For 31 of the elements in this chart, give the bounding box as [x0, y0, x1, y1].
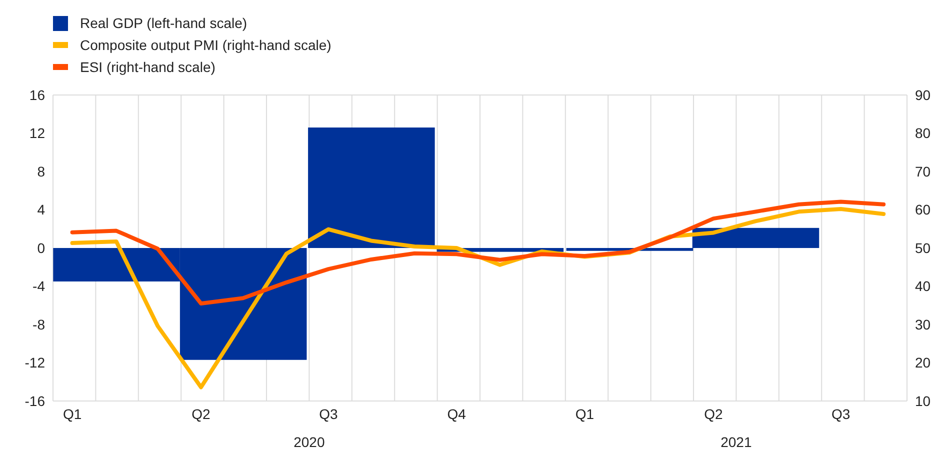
y2-tick-label: 70 — [915, 163, 931, 180]
y2-tick-label: 40 — [915, 278, 931, 294]
x-tick-label: Q2 — [192, 406, 211, 422]
legend-label: Real GDP (left-hand scale) — [80, 15, 248, 31]
y2-tick-label: 80 — [915, 125, 931, 142]
y-tick-label: 12 — [29, 125, 46, 142]
x-tick-label: Q4 — [447, 406, 466, 422]
y-tick-label: 16 — [29, 86, 46, 103]
y-tick-label: -12 — [24, 354, 46, 371]
text: 2020 — [294, 434, 325, 450]
y2-tick-label: 10 — [915, 392, 931, 409]
x-tick-label: Q2 — [704, 406, 723, 422]
y-tick-label: -8 — [32, 316, 46, 332]
y2-tick-label: 30 — [915, 316, 931, 332]
x-tick-label: Q3 — [319, 406, 338, 422]
y2-tick-label: 60 — [915, 202, 931, 218]
y2-tick-label: 90 — [915, 86, 931, 103]
legend-label: ESI (right-hand scale) — [80, 59, 216, 75]
x-tick-label: Q3 — [832, 406, 850, 422]
y-tick-label: 4 — [37, 202, 46, 218]
legend-label: Composite output PMI (right-hand scale) — [80, 37, 332, 53]
bar — [308, 128, 435, 248]
x-tick-label: Q1 — [575, 406, 594, 422]
text: 2021 — [720, 434, 752, 450]
y-tick-label: 8 — [37, 163, 46, 180]
x-tick-label: Q1 — [62, 406, 82, 422]
y-tick-label: 0 — [37, 240, 46, 256]
y2-tick-label: 20 — [915, 354, 931, 371]
y-tick-label: -4 — [32, 278, 46, 294]
y2-tick-label: 50 — [915, 240, 931, 256]
y-tick-label: -16 — [24, 392, 46, 409]
